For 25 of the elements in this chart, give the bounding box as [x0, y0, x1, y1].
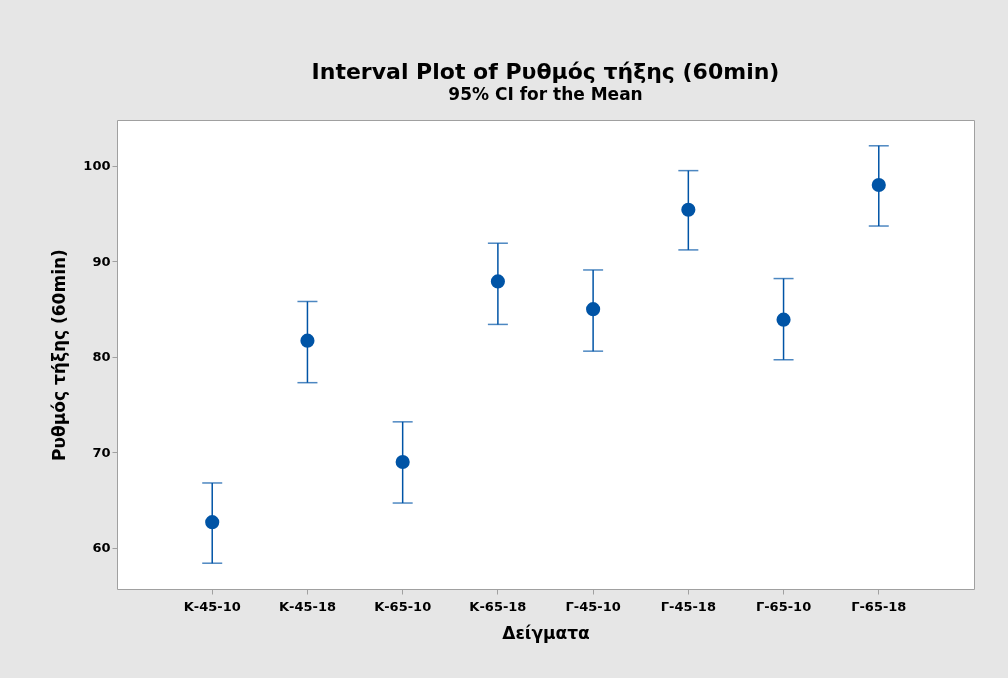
y-tick-label: 100 — [83, 158, 111, 174]
point — [776, 312, 791, 327]
point — [205, 515, 220, 530]
y-tick-label: 60 — [92, 540, 111, 556]
x-tick-label: Κ-45-10 — [183, 598, 241, 614]
point — [586, 302, 601, 317]
x-tick-label: Κ-45-18 — [278, 598, 336, 614]
x-tick-label: Γ-65-18 — [851, 598, 907, 614]
point — [395, 454, 410, 470]
y-tick-label: 70 — [92, 444, 111, 460]
x-tick-label: Γ-45-18 — [660, 598, 716, 614]
x-tick-label: Κ-65-18 — [469, 598, 527, 614]
point — [300, 333, 315, 348]
x-tick-label: Γ-65-10 — [755, 598, 812, 614]
y-axis-title: Ρυθμός τήξης (60min) — [49, 249, 70, 461]
x-tick-label: Κ-65-10 — [374, 598, 432, 614]
x-tick-label: Γ-45-10 — [565, 598, 621, 614]
point — [490, 274, 505, 289]
x-axis-title: Δείγματα — [502, 622, 590, 643]
y-tick-label: 80 — [92, 349, 111, 365]
chart-title: Interval Plot of Ρυθμός τήξης (60min) — [311, 59, 780, 84]
y-tick-label: 90 — [92, 253, 111, 269]
point — [681, 202, 696, 217]
chart-subtitle: 95% CI for the Mean — [448, 84, 643, 104]
point — [871, 177, 886, 193]
